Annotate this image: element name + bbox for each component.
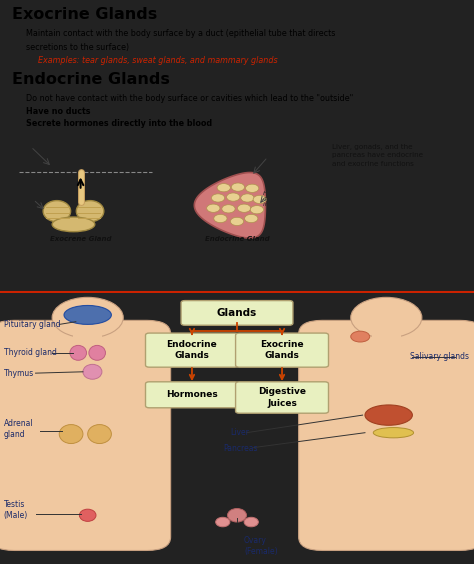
Text: Have no ducts: Have no ducts bbox=[26, 107, 91, 116]
Text: Ovary
(Female): Ovary (Female) bbox=[244, 536, 278, 556]
Text: Hormones: Hormones bbox=[166, 390, 218, 399]
Text: Maintain contact with the body surface by a duct (epithelial tube that directs: Maintain contact with the body surface b… bbox=[26, 29, 336, 38]
Ellipse shape bbox=[83, 364, 102, 379]
Ellipse shape bbox=[228, 509, 246, 522]
Text: Endocrine
Glands: Endocrine Glands bbox=[166, 340, 218, 360]
FancyBboxPatch shape bbox=[146, 382, 238, 408]
Text: Thyroid gland: Thyroid gland bbox=[4, 349, 57, 358]
FancyBboxPatch shape bbox=[299, 320, 474, 550]
Text: Blood in
Capillaries: Blood in Capillaries bbox=[263, 152, 296, 164]
Text: Exocrine Glands: Exocrine Glands bbox=[12, 7, 157, 23]
Circle shape bbox=[241, 194, 254, 202]
Text: Hormones
are secreted
into blood: Hormones are secreted into blood bbox=[263, 191, 303, 207]
FancyBboxPatch shape bbox=[146, 333, 238, 367]
Text: Testis
(Male): Testis (Male) bbox=[4, 500, 28, 520]
Text: Liver, gonads, and the
pancreas have endocrine
and exocrine functions: Liver, gonads, and the pancreas have end… bbox=[332, 144, 423, 167]
Ellipse shape bbox=[59, 425, 83, 443]
Ellipse shape bbox=[52, 217, 95, 232]
FancyBboxPatch shape bbox=[236, 333, 328, 367]
Text: Digestive
Juices: Digestive Juices bbox=[258, 387, 306, 408]
Polygon shape bbox=[194, 173, 265, 238]
Text: Salivary glands: Salivary glands bbox=[410, 352, 469, 362]
Circle shape bbox=[246, 184, 259, 192]
Text: Thymus: Thymus bbox=[4, 369, 34, 378]
Ellipse shape bbox=[80, 509, 96, 521]
Text: Do not have contact with the body surface or cavities which lead to the "outside: Do not have contact with the body surfac… bbox=[26, 94, 353, 103]
Text: Pancreas: Pancreas bbox=[223, 444, 257, 453]
Ellipse shape bbox=[88, 425, 111, 443]
Circle shape bbox=[245, 214, 258, 223]
Circle shape bbox=[351, 297, 422, 338]
Text: Exocrine
Glands: Exocrine Glands bbox=[260, 340, 304, 360]
Ellipse shape bbox=[43, 201, 71, 222]
Circle shape bbox=[230, 217, 244, 226]
Text: Endocrine Glands: Endocrine Glands bbox=[12, 72, 170, 87]
Circle shape bbox=[211, 194, 225, 202]
Ellipse shape bbox=[374, 428, 413, 438]
Ellipse shape bbox=[216, 517, 230, 527]
Text: Adrenal
gland: Adrenal gland bbox=[4, 418, 33, 439]
Text: Examples: tear glands, sweat glands, and mammary glands: Examples: tear glands, sweat glands, and… bbox=[38, 56, 278, 65]
Circle shape bbox=[214, 214, 227, 223]
Text: Chemicals
produced
by the gland: Chemicals produced by the gland bbox=[2, 193, 42, 210]
FancyBboxPatch shape bbox=[372, 323, 401, 342]
Text: Endocrine Gland: Endocrine Gland bbox=[205, 236, 269, 242]
Circle shape bbox=[207, 204, 220, 212]
Text: Secrete hormones directly into the blood: Secrete hormones directly into the blood bbox=[26, 119, 212, 128]
Ellipse shape bbox=[70, 345, 86, 360]
Ellipse shape bbox=[89, 345, 105, 360]
Ellipse shape bbox=[64, 306, 111, 324]
Circle shape bbox=[227, 193, 240, 201]
Ellipse shape bbox=[351, 331, 370, 342]
Circle shape bbox=[222, 205, 235, 213]
Text: Pituitary gland: Pituitary gland bbox=[4, 320, 60, 329]
Text: Glands: Glands bbox=[217, 308, 257, 318]
Circle shape bbox=[250, 206, 264, 214]
Circle shape bbox=[217, 184, 230, 192]
Circle shape bbox=[52, 297, 123, 338]
Text: secretions to the surface): secretions to the surface) bbox=[26, 42, 129, 51]
Circle shape bbox=[237, 204, 251, 212]
FancyBboxPatch shape bbox=[181, 301, 293, 325]
Ellipse shape bbox=[244, 517, 258, 527]
Text: Liver: Liver bbox=[230, 428, 249, 437]
FancyBboxPatch shape bbox=[73, 323, 102, 342]
Ellipse shape bbox=[365, 405, 412, 425]
Circle shape bbox=[253, 195, 266, 204]
FancyBboxPatch shape bbox=[236, 382, 328, 413]
Ellipse shape bbox=[76, 201, 104, 222]
Text: Chemical
Secretions: Chemical Secretions bbox=[2, 136, 36, 147]
Circle shape bbox=[231, 183, 245, 191]
FancyBboxPatch shape bbox=[0, 320, 171, 550]
Text: Skin Surface: Skin Surface bbox=[61, 165, 100, 170]
Text: Exocrene Gland: Exocrene Gland bbox=[50, 236, 111, 242]
